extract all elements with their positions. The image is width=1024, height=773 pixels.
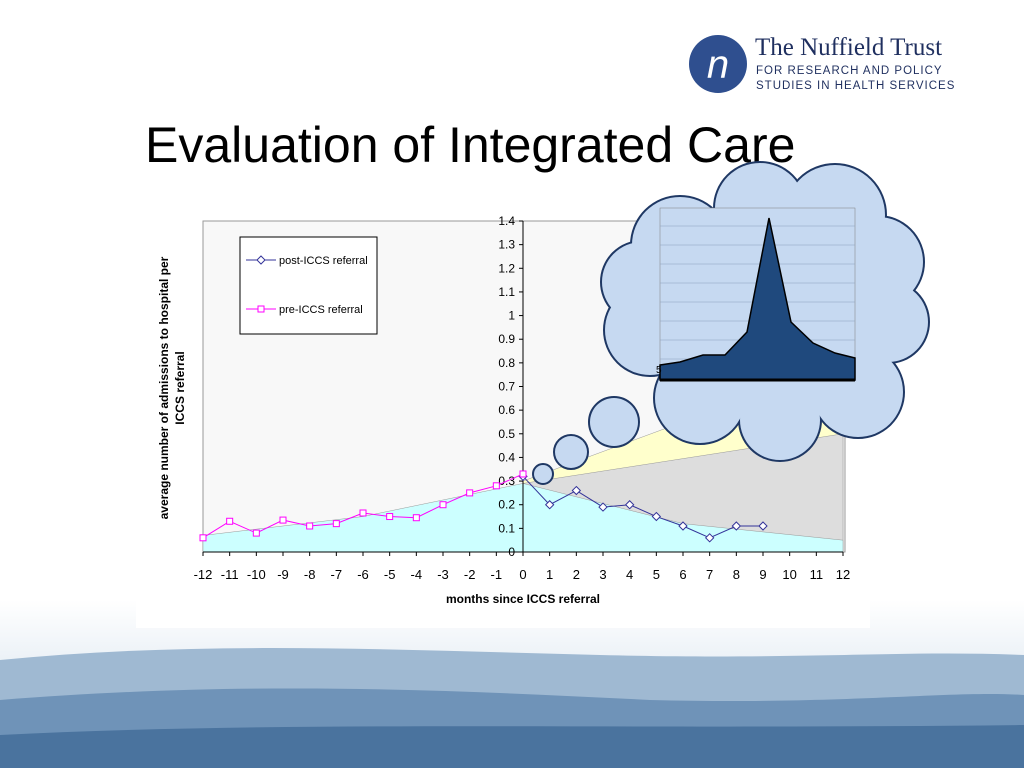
plot: 00.10.20.30.40.50.60.70.80.911.11.21.31.… bbox=[157, 214, 850, 606]
marker bbox=[651, 511, 662, 522]
x-tick-label: 11 bbox=[810, 567, 824, 582]
thought-cloud: 5 bbox=[532, 161, 930, 485]
marker bbox=[332, 520, 340, 528]
inset-label: 5 bbox=[656, 365, 662, 376]
marker bbox=[199, 534, 207, 542]
y-tick-label: 0.1 bbox=[498, 521, 515, 535]
x-tick-label: 5 bbox=[653, 567, 660, 582]
x-tick-label: -3 bbox=[437, 567, 449, 582]
marker bbox=[386, 513, 394, 521]
x-tick-label: -5 bbox=[384, 567, 396, 582]
y-axis-label: ICCS referral bbox=[173, 351, 187, 424]
x-tick-label: 8 bbox=[733, 567, 740, 582]
marker bbox=[544, 500, 555, 510]
y-tick-label: 1.4 bbox=[498, 214, 515, 228]
y-tick-label: 1.2 bbox=[498, 261, 515, 275]
y-tick-label: 1 bbox=[508, 309, 515, 323]
x-tick-label: 9 bbox=[759, 567, 766, 582]
logo-letter: n bbox=[707, 43, 729, 87]
x-tick-label: -7 bbox=[331, 567, 343, 582]
marker bbox=[571, 485, 582, 496]
marker bbox=[704, 533, 715, 543]
x-tick-label: -12 bbox=[194, 567, 213, 582]
y-tick-label: 0.9 bbox=[498, 332, 515, 346]
logo-name: The Nuffield Trust bbox=[755, 34, 942, 61]
x-tick-label: 2 bbox=[573, 567, 580, 582]
legend-label: pre-ICCS referral bbox=[279, 304, 363, 316]
legend-label: post-ICCS referral bbox=[279, 255, 368, 267]
logo-line: FOR RESEARCH AND POLICY bbox=[756, 65, 943, 77]
marker bbox=[466, 489, 474, 497]
marker bbox=[731, 521, 742, 531]
y-tick-label: 1.1 bbox=[498, 285, 515, 299]
x-tick-label: -8 bbox=[304, 567, 316, 582]
x-tick-label: 7 bbox=[706, 567, 713, 582]
y-tick-label: 0.7 bbox=[498, 380, 515, 394]
legend-marker bbox=[256, 255, 266, 265]
x-tick-label: 0 bbox=[519, 567, 526, 582]
logo-mark bbox=[689, 35, 747, 93]
logo-line: STUDIES IN HEALTH SERVICES bbox=[756, 80, 955, 92]
cloud-fill bbox=[590, 398, 638, 446]
marker bbox=[412, 514, 420, 522]
y-tick-label: 0.6 bbox=[498, 403, 515, 417]
x-tick-label: 6 bbox=[679, 567, 686, 582]
marker bbox=[492, 482, 500, 490]
marker bbox=[678, 521, 688, 531]
x-tick-label: 12 bbox=[836, 567, 850, 582]
x-tick-label: -6 bbox=[357, 567, 369, 582]
y-tick-label: 1.3 bbox=[498, 238, 515, 252]
x-tick-label: 1 bbox=[546, 567, 553, 582]
x-tick-label: 10 bbox=[782, 567, 796, 582]
y-tick-label: 0.5 bbox=[498, 427, 515, 441]
x-tick-label: -1 bbox=[491, 567, 503, 582]
legend-items: post-ICCS referral pre-ICCS referral bbox=[246, 255, 368, 316]
x-tick-label: -9 bbox=[277, 567, 289, 582]
y-tick-label: 0.2 bbox=[498, 498, 515, 512]
slide-title: Evaluation of Integrated Care bbox=[145, 117, 795, 173]
cloud-fill bbox=[534, 465, 552, 483]
background-hill bbox=[0, 725, 1024, 768]
x-tick-label: 3 bbox=[599, 567, 606, 582]
y-tick-label: 0.4 bbox=[498, 450, 515, 464]
marker bbox=[252, 529, 260, 537]
series-line bbox=[522, 476, 763, 539]
marker bbox=[598, 502, 608, 512]
legend-marker bbox=[257, 305, 265, 313]
marker bbox=[306, 522, 314, 530]
marker bbox=[226, 517, 234, 525]
cloud-fill bbox=[555, 436, 587, 468]
marker bbox=[279, 516, 287, 524]
marker bbox=[624, 500, 635, 510]
y-axis-label: average number of admissions to hospital… bbox=[157, 256, 171, 519]
x-tick-label: -11 bbox=[221, 567, 239, 582]
x-axis-label: months since ICCS referral bbox=[446, 592, 600, 606]
marker bbox=[758, 521, 768, 531]
x-tick-label: 4 bbox=[626, 567, 633, 582]
marker bbox=[519, 470, 527, 478]
marker bbox=[439, 501, 447, 509]
legend bbox=[239, 236, 378, 335]
x-tick-label: -4 bbox=[411, 567, 423, 582]
y-tick-label: 0.8 bbox=[498, 356, 515, 370]
marker bbox=[359, 509, 367, 517]
x-tick-label: -10 bbox=[247, 567, 266, 582]
x-tick-label: -2 bbox=[464, 567, 476, 582]
